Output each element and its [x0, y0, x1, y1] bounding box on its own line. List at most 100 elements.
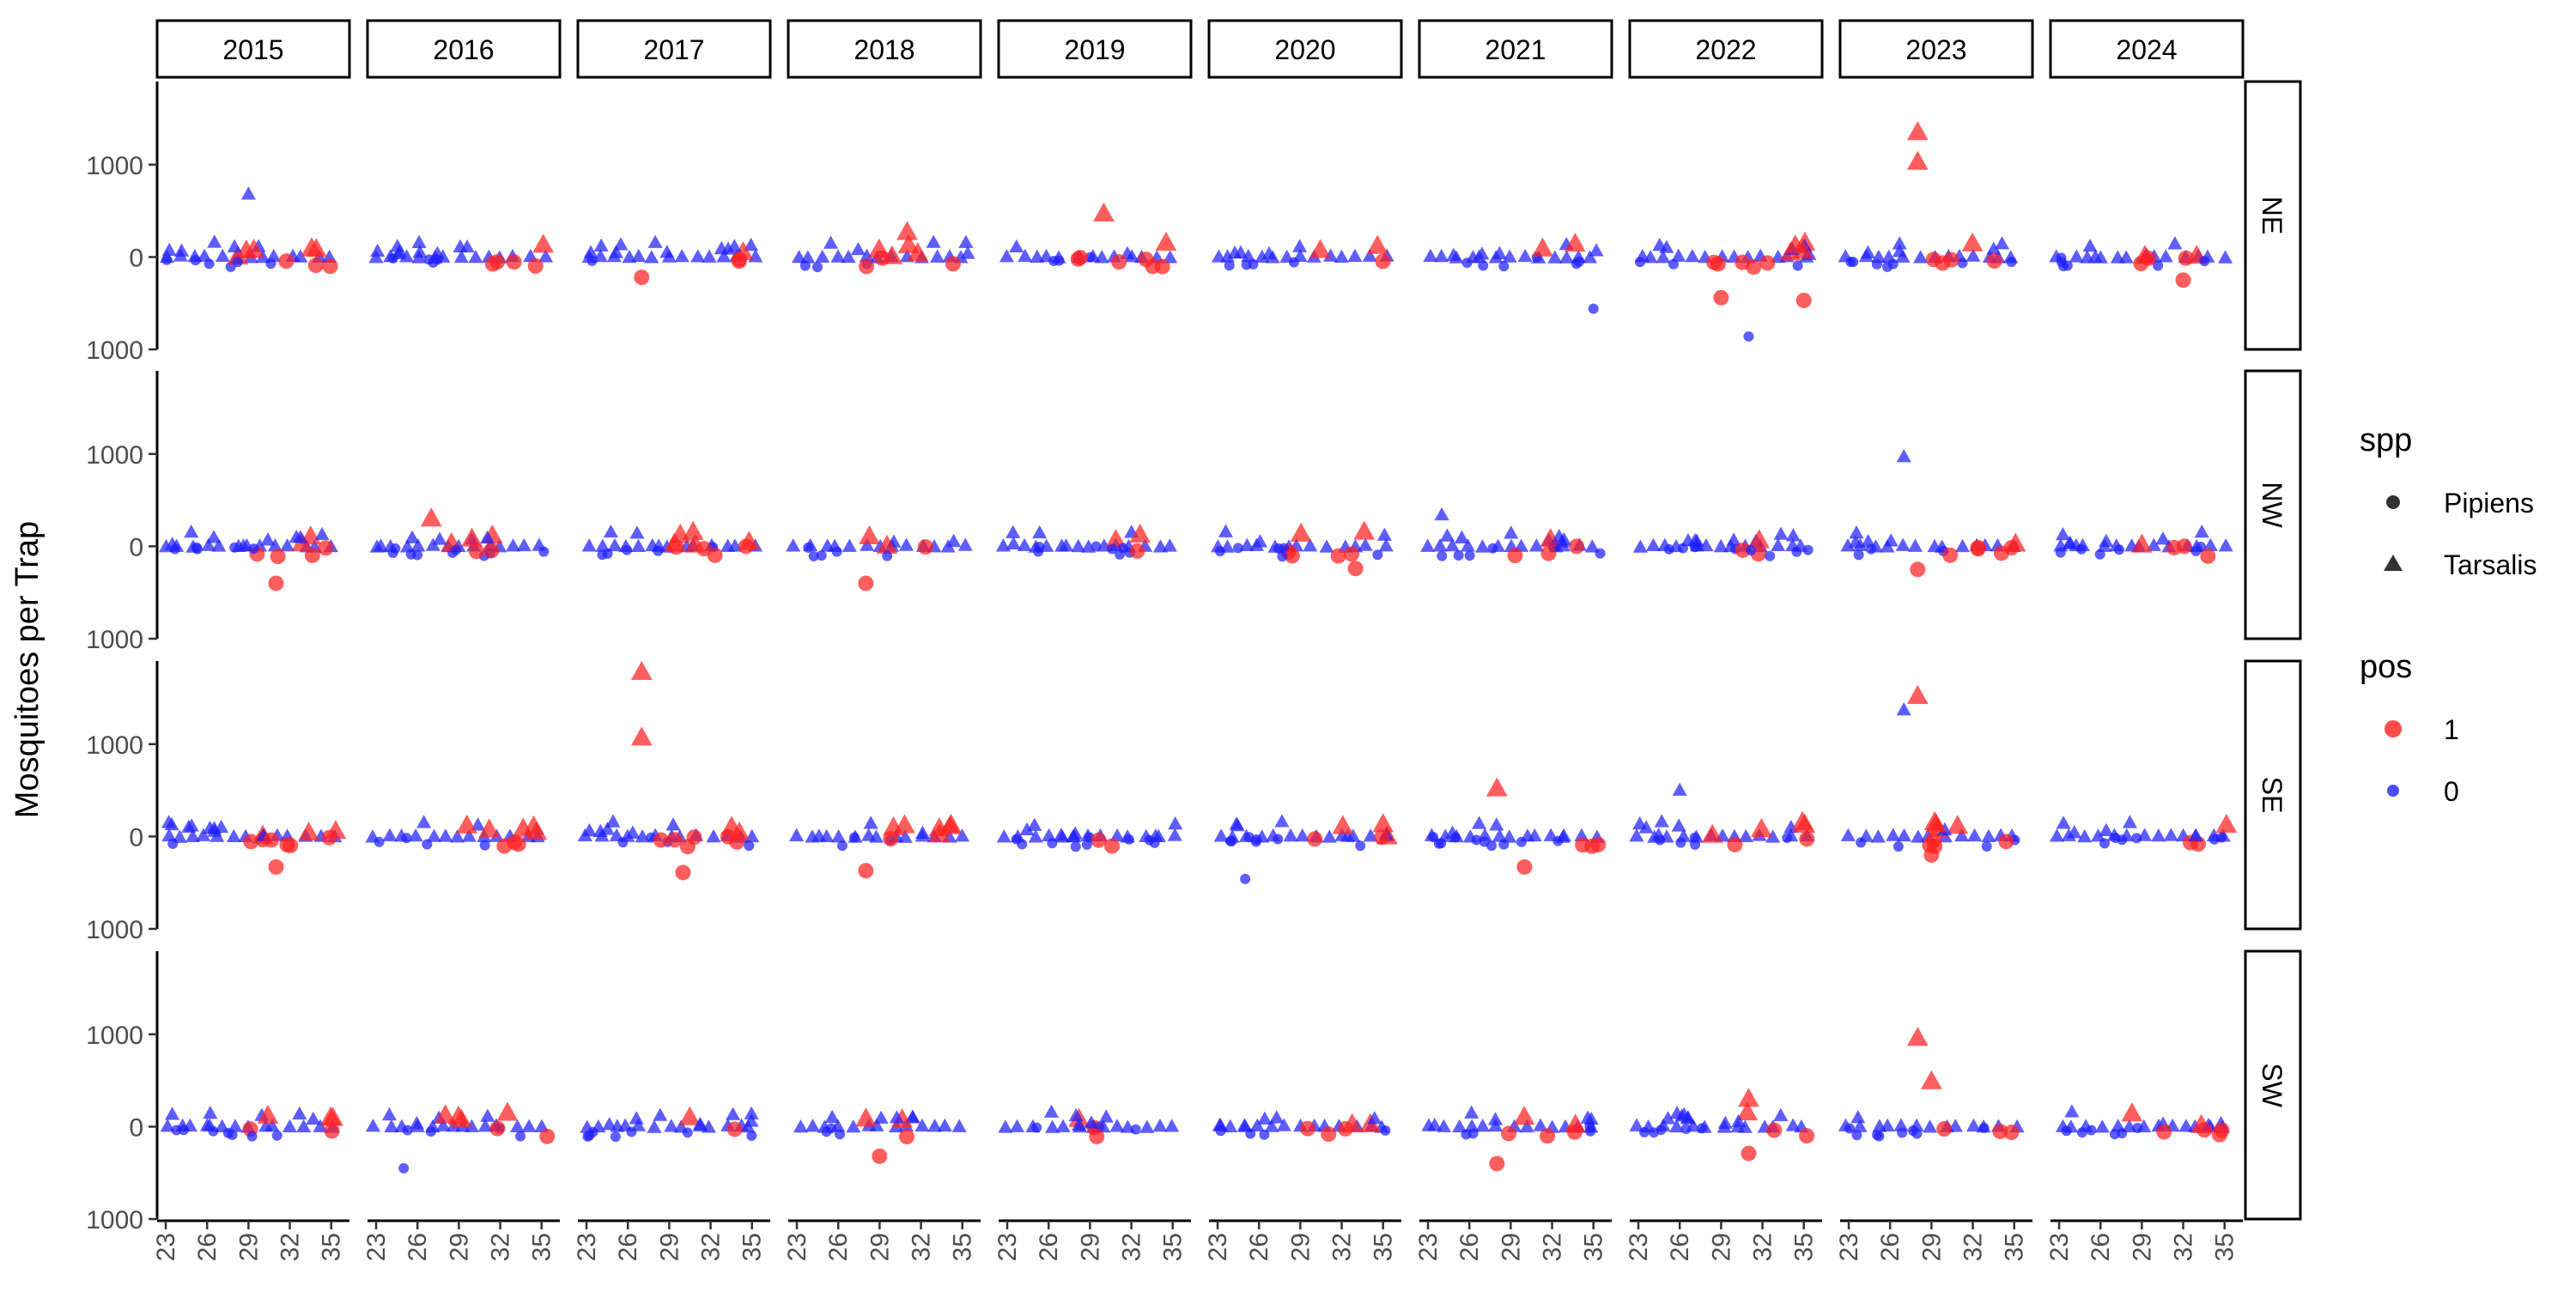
point-2015-NW — [260, 532, 276, 546]
point-2018-SW — [872, 1148, 888, 1164]
point-2023-NW — [1849, 525, 1864, 539]
point-2022-SW — [1799, 1128, 1815, 1144]
point-2018-NE — [830, 249, 846, 263]
point-2020-SW — [1321, 1126, 1337, 1143]
point-2020-SE — [1213, 828, 1229, 842]
point-2021-NW — [1504, 525, 1519, 539]
point-2019-SE — [1167, 828, 1182, 841]
point-2023-NE — [1995, 236, 2010, 250]
point-2024-SW — [2086, 1125, 2097, 1136]
point-2019-SE — [1109, 828, 1125, 842]
point-2018-SW — [821, 1126, 832, 1137]
point-2021-SW — [1500, 1125, 1516, 1142]
point-2022-NW — [1645, 537, 1662, 552]
point-2019-NW — [1032, 525, 1048, 539]
point-2020-SW — [1299, 1120, 1315, 1137]
point-2016-SW — [434, 1104, 456, 1124]
point-2016-SW — [539, 1128, 556, 1144]
point-2024-NE — [2057, 261, 2069, 272]
x-tick-label-2024: 23 — [2045, 1233, 2074, 1261]
point-2024-NW — [2076, 543, 2087, 555]
point-2017-SW — [726, 1121, 743, 1137]
point-2017-NE — [732, 240, 754, 260]
point-2016-SE — [507, 834, 523, 851]
point-2019-SW — [998, 1119, 1013, 1133]
point-2024-SW — [2061, 1125, 2072, 1137]
point-2018-NW — [946, 533, 962, 548]
point-2020-SE — [1307, 831, 1323, 847]
point-2015-SW — [165, 1107, 180, 1120]
point-2023-SW — [1936, 1121, 1953, 1137]
point-2023-SE — [1998, 834, 2014, 850]
point-2022-NE — [1795, 292, 1812, 308]
point-2019-NW — [1071, 538, 1086, 553]
x-tick-label-2015: 29 — [234, 1233, 263, 1261]
point-2019-SW — [1089, 1128, 1105, 1144]
point-2019-SE — [1019, 822, 1035, 836]
point-2018-SW — [937, 1118, 952, 1132]
point-2017-NE — [613, 237, 629, 251]
point-2019-SW — [1009, 1119, 1025, 1132]
point-2015-NE — [190, 255, 201, 266]
point-2015-SE — [283, 837, 299, 853]
point-2024-SW — [2156, 1124, 2172, 1140]
x-tick-label-2021: 29 — [1497, 1233, 1525, 1261]
point-2015-SE — [185, 828, 201, 843]
x-tick-label-2021: 32 — [1539, 1233, 1567, 1261]
point-2017-SW — [653, 1107, 668, 1121]
point-2017-SE — [625, 825, 641, 839]
point-2015-NE — [227, 246, 249, 265]
point-2023-NE — [1887, 258, 1899, 270]
point-2020-NE — [1347, 248, 1363, 263]
point-2015-SW — [257, 1104, 279, 1124]
point-2018-NW — [786, 538, 801, 552]
point-2021-SW — [1489, 1156, 1505, 1172]
point-2020-SE — [1332, 815, 1354, 834]
point-2015-NE — [322, 258, 338, 275]
x-tick-label-2020: 26 — [1245, 1233, 1273, 1261]
point-2022-SE — [1727, 836, 1743, 852]
point-2019-SE — [1028, 829, 1043, 843]
x-tick-label-2021: 23 — [1414, 1233, 1443, 1261]
point-2019-NE — [1155, 231, 1177, 251]
facet-strip-2023 — [1838, 19, 2034, 79]
point-2024-NW — [2055, 547, 2066, 558]
facet-strip-label-2023: 2023 — [1905, 34, 1966, 65]
point-2017-SW — [664, 1119, 679, 1132]
point-2024-SW — [2076, 1127, 2087, 1138]
point-2024-NW — [2113, 544, 2124, 555]
point-2021-SW — [1461, 1129, 1472, 1140]
point-2023-SW — [1851, 1130, 1862, 1141]
point-2019-NW — [1054, 538, 1070, 552]
x-tick-label-2016: 29 — [445, 1233, 473, 1261]
x-tick-label-2015: 32 — [276, 1233, 305, 1261]
y-tick-label-SW: 1000 — [86, 1206, 143, 1234]
point-2017-SE — [728, 821, 750, 840]
point-2018-SW — [905, 1110, 920, 1124]
point-2022-NW — [1663, 543, 1674, 555]
point-2022-NW — [1773, 526, 1789, 540]
point-2020-NE — [1292, 239, 1308, 252]
point-2019-SE — [1168, 816, 1183, 830]
point-2016-SE — [408, 828, 423, 842]
point-2017-NE — [726, 239, 742, 252]
point-2018-NE — [823, 235, 839, 249]
point-2017-NW — [607, 537, 623, 552]
point-2023-SE — [1840, 828, 1856, 841]
point-2021-SW — [1540, 1128, 1556, 1144]
point-2016-SE — [422, 839, 433, 850]
point-2019-NE — [1111, 254, 1127, 270]
point-2022-SW — [1736, 1101, 1759, 1121]
facet-strip-label-2018: 2018 — [854, 34, 914, 65]
point-2024-NE — [2167, 236, 2183, 250]
point-2016-NE — [390, 239, 405, 252]
point-2023-NW — [1883, 533, 1899, 547]
point-2017-NE — [644, 250, 659, 264]
point-2016-NE — [453, 249, 469, 264]
point-2020-NE — [1288, 257, 1299, 268]
point-2016-NW — [479, 530, 495, 544]
point-2021-SE — [1556, 828, 1571, 842]
point-2021-SW — [1452, 1119, 1467, 1133]
point-2019-SW — [1109, 1119, 1125, 1132]
point-2023-NW — [1896, 449, 1911, 463]
